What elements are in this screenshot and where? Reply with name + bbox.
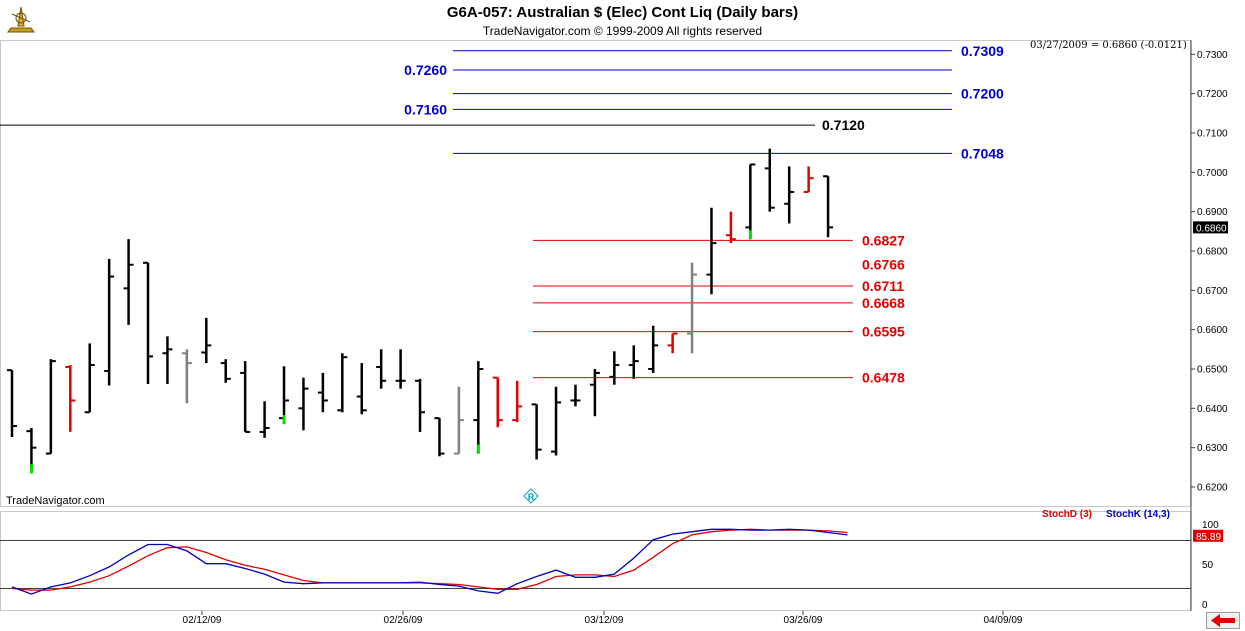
level-label-0.6711: 0.6711 bbox=[862, 278, 904, 294]
level-label-0.7260: 0.7260 bbox=[404, 62, 447, 78]
stoch-tick-label: 0 bbox=[1202, 600, 1208, 611]
current-price-box bbox=[1193, 221, 1228, 234]
level-label-0.6478: 0.6478 bbox=[862, 370, 905, 386]
date-label: 03/26/09 bbox=[784, 615, 823, 626]
stochd-legend: StochD (3) bbox=[1042, 509, 1092, 520]
level-label-0.7120: 0.7120 bbox=[822, 117, 865, 133]
date-axis: 02/12/09 02/26/09 03/12/09 03/26/09 04/09/09 bbox=[183, 611, 1023, 626]
price-bars bbox=[7, 148, 834, 474]
price-tick-label: 0.6600 bbox=[1197, 325, 1228, 336]
stoch-current-box bbox=[1193, 529, 1223, 542]
price-tick-label: 0.7100 bbox=[1197, 128, 1228, 139]
level-label-0.6595: 0.6595 bbox=[862, 324, 905, 340]
price-tick-label: 0.7300 bbox=[1197, 50, 1228, 61]
current-price-label: 0.6860 bbox=[1196, 223, 1227, 234]
price-tick-label: 0.7200 bbox=[1197, 89, 1228, 100]
level-label-0.6668: 0.6668 bbox=[862, 295, 905, 311]
price-axis: 0.6200 0.6300 0.6400 0.6500 0.6600 0.6700 0.68… bbox=[1191, 50, 1228, 494]
price-tick-label: 0.6500 bbox=[1197, 364, 1228, 375]
level-label-0.7160: 0.7160 bbox=[404, 101, 447, 117]
level-label-0.6766: 0.6766 bbox=[862, 256, 905, 272]
r-diamond-marker-icon: R bbox=[523, 488, 539, 504]
date-label: 02/12/09 bbox=[183, 615, 222, 626]
red-left-arrow-icon[interactable] bbox=[1206, 612, 1240, 629]
svg-text:R: R bbox=[528, 492, 535, 502]
stoch-tick-label: 50 bbox=[1202, 560, 1214, 571]
stoch-tick-label: 100 bbox=[1202, 520, 1219, 531]
price-tick-label: 0.6800 bbox=[1197, 246, 1228, 257]
chart-subtitle: TradeNavigator.com © 1999-2009 All right… bbox=[482, 24, 763, 38]
price-tick-label: 0.7000 bbox=[1197, 168, 1228, 179]
stochk-line bbox=[11, 528, 848, 595]
level-label-0.7048: 0.7048 bbox=[961, 145, 1004, 161]
last-quote: 03/27/2009 = 0.6860 (-0.0121) bbox=[1030, 40, 1187, 51]
brand-watermark: TradeNavigator.com bbox=[6, 495, 105, 507]
price-tick-label: 0.6300 bbox=[1197, 443, 1228, 454]
level-label-0.7200: 0.7200 bbox=[961, 86, 1004, 102]
price-tick-label: 0.6400 bbox=[1197, 404, 1228, 415]
stoch-current-label: 85.89 bbox=[1196, 532, 1221, 543]
price-tick-label: 0.6700 bbox=[1197, 286, 1228, 297]
chart-title: G6A-057: Australian $ (Elec) Cont Liq (D… bbox=[446, 4, 799, 21]
date-label: 03/12/09 bbox=[585, 615, 624, 626]
stochk-legend: StochK (14,3) bbox=[1106, 509, 1170, 520]
date-label: 02/26/09 bbox=[384, 615, 423, 626]
price-tick-label: 0.6900 bbox=[1197, 207, 1228, 218]
date-label: 04/09/09 bbox=[984, 615, 1023, 626]
price-tick-label: 0.6200 bbox=[1197, 483, 1228, 494]
compass-logo-icon bbox=[7, 6, 35, 33]
level-label-0.6827: 0.6827 bbox=[862, 232, 905, 248]
level-label-0.7309: 0.7309 bbox=[961, 43, 1004, 59]
